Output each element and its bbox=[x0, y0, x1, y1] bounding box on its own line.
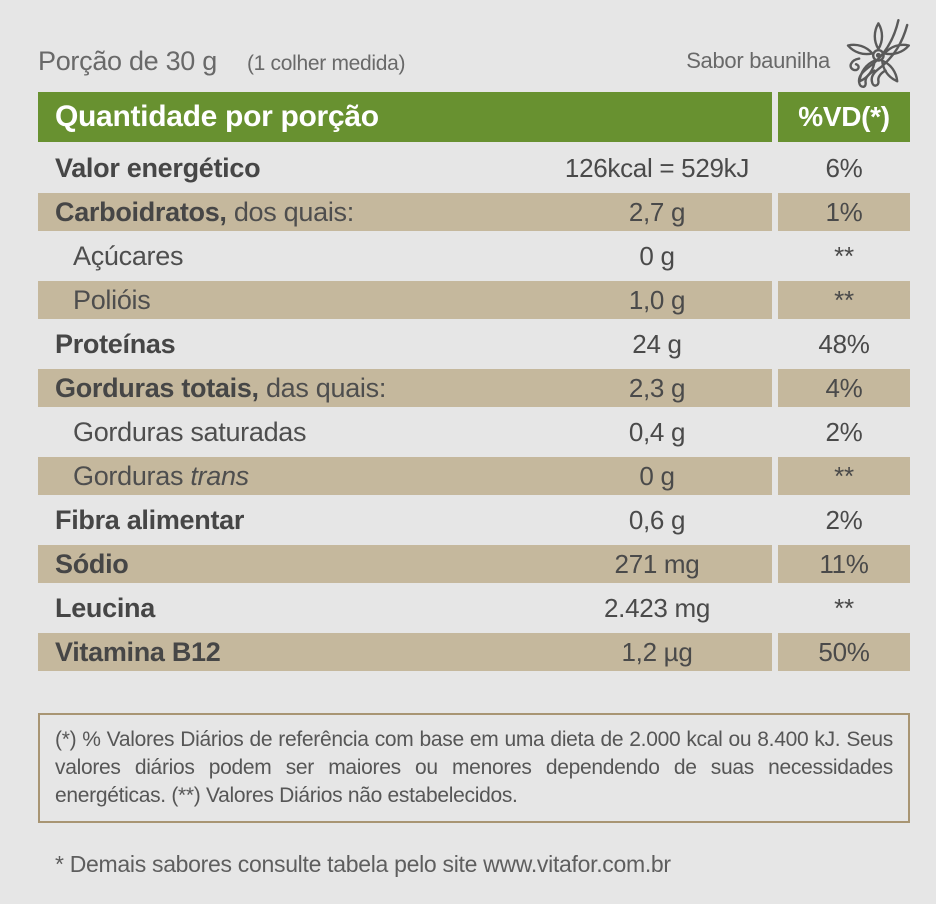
table-header-dv: %VD(*) bbox=[778, 92, 910, 142]
nutrient-value: 271 mg bbox=[614, 548, 700, 579]
nutrient-label: Polióis bbox=[73, 284, 151, 315]
nutrient-label: Gorduras totais, das quais: bbox=[55, 372, 387, 403]
table-row: Sódio 271 mg 11% bbox=[38, 545, 910, 583]
nutrient-cell: Açúcares 0 g bbox=[38, 237, 772, 275]
nutrient-cell: Valor energético 126kcal = 529kJ bbox=[38, 149, 772, 187]
table-row: Proteínas 24 g 48% bbox=[38, 325, 910, 363]
nutrient-cell: Carboidratos, dos quais: 2,7 g bbox=[38, 193, 772, 231]
nutrient-label: Carboidratos, dos quais: bbox=[55, 196, 354, 227]
nutrient-dv: 1% bbox=[778, 193, 910, 231]
nutrient-cell: Sódio 271 mg bbox=[38, 545, 772, 583]
nutrient-dv: ** bbox=[778, 457, 910, 495]
vanilla-flower-icon bbox=[846, 19, 911, 88]
daily-values-footnote-box: (*) % Valores Diários de referência com … bbox=[38, 713, 910, 823]
nutrient-cell: Gorduras totais, das quais: 2,3 g bbox=[38, 369, 772, 407]
serving-info: Porção de 30 g (1 colher medida) bbox=[38, 45, 406, 77]
nutrient-value: 2,7 g bbox=[628, 196, 686, 227]
nutrient-value: 0,6 g bbox=[628, 504, 686, 535]
table-header: Quantidade por porção %VD(*) bbox=[38, 92, 910, 142]
nutrient-label: Vitamina B12 bbox=[55, 636, 221, 667]
nutrient-value: 0 g bbox=[639, 240, 675, 271]
serving-measure-note: (1 colher medida) bbox=[246, 51, 406, 75]
nutrient-dv: ** bbox=[834, 240, 854, 271]
table-row: Carboidratos, dos quais: 2,7 g 1% bbox=[38, 193, 910, 231]
table-header-quantity: Quantidade por porção bbox=[38, 92, 772, 142]
nutrient-dv: 48% bbox=[818, 328, 870, 359]
table-row: Gorduras saturadas 0,4 g 2% bbox=[38, 413, 910, 451]
nutrient-cell: Fibra alimentar 0,6 g bbox=[38, 501, 772, 539]
nutrient-dv: 11% bbox=[778, 545, 910, 583]
nutrient-value: 1,0 g bbox=[628, 284, 686, 315]
nutrient-value: 2.423 mg bbox=[603, 592, 710, 623]
nutrient-cell: Proteínas 24 g bbox=[38, 325, 772, 363]
table-row: Vitamina B12 1,2 µg 50% bbox=[38, 633, 910, 671]
other-flavors-note: * Demais sabores consulte tabela pelo si… bbox=[55, 851, 671, 877]
nutrient-label: Proteínas bbox=[55, 328, 176, 359]
nutrient-value: 0,4 g bbox=[628, 416, 686, 447]
nutrient-dv: 6% bbox=[825, 152, 863, 183]
nutrient-dv: 2% bbox=[825, 504, 863, 535]
nutrient-cell: Polióis 1,0 g bbox=[38, 281, 772, 319]
flavor-info: Sabor baunilha bbox=[686, 17, 920, 105]
nutrient-label: Leucina bbox=[55, 592, 155, 623]
table-row: Polióis 1,0 g ** bbox=[38, 281, 910, 319]
nutrient-label: Gorduras saturadas bbox=[73, 416, 307, 447]
nutrient-dv: ** bbox=[778, 281, 910, 319]
nutrient-value: 1,2 µg bbox=[621, 636, 693, 667]
table-row: Fibra alimentar 0,6 g 2% bbox=[38, 501, 910, 539]
nutrient-cell: Gorduras saturadas 0,4 g bbox=[38, 413, 772, 451]
nutrient-value: 24 g bbox=[632, 328, 682, 359]
nutrient-label: Açúcares bbox=[73, 240, 184, 271]
nutrient-dv: 4% bbox=[778, 369, 910, 407]
label-top-row: Porção de 30 g (1 colher medida) Sabor b… bbox=[38, 19, 920, 92]
table-row: Açúcares 0 g ** bbox=[38, 237, 910, 275]
nutrition-table-body: Valor energético 126kcal = 529kJ 6% Carb… bbox=[38, 149, 910, 671]
table-row: Valor energético 126kcal = 529kJ 6% bbox=[38, 149, 910, 187]
nutrient-label: Sódio bbox=[55, 548, 129, 579]
nutrient-label: Valor energético bbox=[55, 152, 261, 183]
table-row: Leucina 2.423 mg ** bbox=[38, 589, 910, 627]
nutrient-label: Gorduras trans bbox=[73, 460, 249, 491]
nutrient-value: 0 g bbox=[639, 460, 675, 491]
daily-values-footnote: (*) % Valores Diários de referência com … bbox=[55, 728, 893, 807]
serving-size: Porção de 30 g bbox=[38, 45, 217, 76]
flavor-name: Sabor baunilha bbox=[686, 48, 830, 73]
nutrient-label: Fibra alimentar bbox=[55, 504, 245, 535]
nutrient-cell: Leucina 2.423 mg bbox=[38, 589, 772, 627]
nutrient-cell: Vitamina B12 1,2 µg bbox=[38, 633, 772, 671]
nutrient-dv: 50% bbox=[778, 633, 910, 671]
table-row: Gorduras trans 0 g ** bbox=[38, 457, 910, 495]
nutrient-cell: Gorduras trans 0 g bbox=[38, 457, 772, 495]
nutrient-value: 126kcal = 529kJ bbox=[564, 152, 750, 183]
nutrient-value: 2,3 g bbox=[628, 372, 686, 403]
nutrient-dv: ** bbox=[834, 592, 854, 623]
table-row: Gorduras totais, das quais: 2,3 g 4% bbox=[38, 369, 910, 407]
nutrient-dv: 2% bbox=[825, 416, 863, 447]
